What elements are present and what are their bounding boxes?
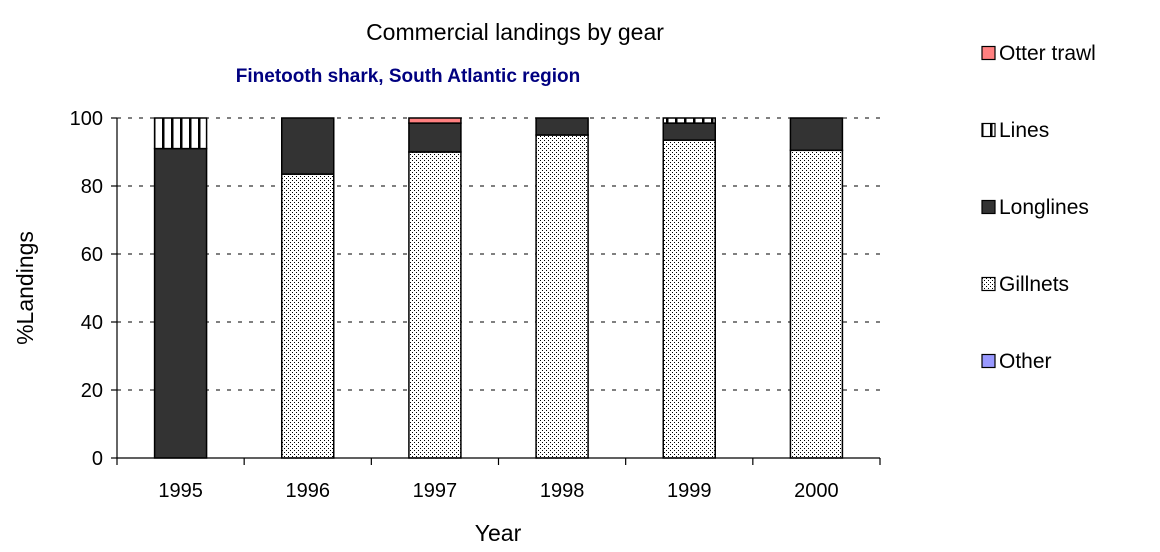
legend-label: Otter trawl — [999, 42, 1096, 65]
bar-stack-1998 — [535, 117, 589, 459]
bar-segment-gillnets — [281, 173, 335, 459]
bar-segment-gillnets — [662, 139, 716, 459]
bar-segment-longlines — [408, 122, 462, 153]
x-axis-label: Year — [475, 520, 522, 546]
bar-stack-1995 — [153, 117, 208, 459]
bar-stack-2000 — [789, 117, 844, 459]
y-tick-labels: 0 20 40 60 80 100 — [70, 108, 103, 470]
x-tick-label: 1999 — [667, 480, 712, 502]
x-tick-label: 2000 — [794, 480, 839, 502]
x-tick-label: 1995 — [158, 480, 203, 502]
y-tick-label: 0 — [92, 448, 103, 470]
bar-segment-lines — [662, 117, 716, 124]
bar-segment-longlines — [535, 117, 589, 136]
chart-title: Commercial landings by gear — [366, 19, 664, 45]
legend-label: Gillnets — [999, 273, 1069, 296]
legend-swatch — [981, 122, 996, 138]
legend-swatch — [981, 45, 996, 61]
bar-stack-1996 — [281, 117, 335, 459]
bar-segment-longlines — [281, 117, 335, 175]
y-axis-label: %Landings — [12, 231, 38, 345]
chart-subtitle: Finetooth shark, South Atlantic region — [236, 66, 580, 87]
bar-stack-1997 — [408, 117, 462, 459]
bar-segment-lines — [153, 117, 208, 150]
legend-label: Other — [999, 350, 1052, 373]
legend-swatch — [981, 199, 996, 215]
y-tick-label: 20 — [81, 380, 103, 402]
legend-label: Lines — [999, 119, 1049, 142]
legend-item-gillnets: Gillnets — [981, 273, 1069, 296]
axes — [111, 117, 881, 465]
legend-item-otter-trawl: Otter trawl — [981, 42, 1096, 65]
bar-segment-gillnets — [535, 134, 589, 459]
legend: Otter trawl Lines Longlines Gillnets Other — [981, 42, 1096, 373]
y-tick-label: 80 — [81, 176, 103, 198]
legend-swatch — [981, 276, 996, 292]
bar-segment-gillnets — [408, 151, 462, 459]
bar-segment-longlines — [789, 117, 844, 152]
x-tick-labels: 1995 1996 1997 1998 1999 2000 — [158, 480, 838, 502]
legend-item-other: Other — [981, 350, 1052, 373]
y-tick-label: 100 — [70, 108, 103, 130]
legend-label: Longlines — [999, 196, 1089, 219]
legend-item-longlines: Longlines — [981, 196, 1089, 219]
bar-stack-1999 — [662, 117, 716, 459]
x-tick-label: 1996 — [286, 480, 331, 502]
y-tick-label: 40 — [81, 312, 103, 334]
bar-segment-longlines — [662, 122, 716, 141]
gridlines — [117, 117, 880, 391]
bar-segment-longlines — [153, 147, 208, 459]
bar-segment-gillnets — [789, 149, 844, 459]
y-tick-label: 60 — [81, 244, 103, 266]
x-tick-label: 1998 — [540, 480, 585, 502]
x-tick-label: 1997 — [413, 480, 458, 502]
legend-item-lines: Lines — [981, 119, 1049, 142]
bar-segment-otter-trawl — [408, 117, 462, 124]
bars — [153, 117, 844, 459]
legend-swatch — [981, 353, 996, 369]
